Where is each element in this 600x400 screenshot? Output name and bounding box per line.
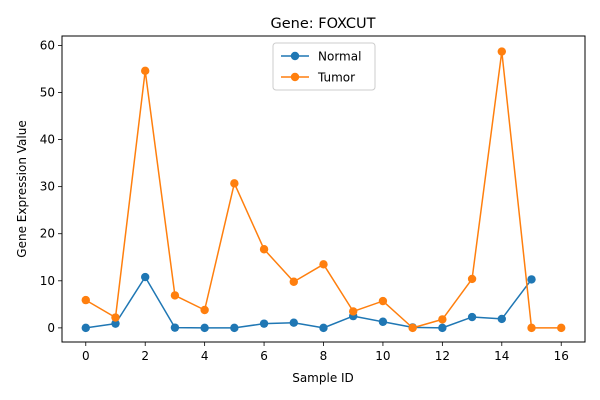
data-point-tumor xyxy=(259,245,269,254)
data-point-tumor xyxy=(438,315,447,324)
data-point-tumor xyxy=(230,179,239,188)
x-axis: 0 2 4 6 8 10 12 14 16 xyxy=(82,342,569,363)
data-point-normal xyxy=(200,323,209,333)
x-tick-label: 2 xyxy=(141,349,149,363)
series-line-tumor xyxy=(85,50,562,329)
data-point-normal xyxy=(289,318,298,327)
series-line-normal xyxy=(85,276,533,329)
data-point-normal xyxy=(467,312,477,322)
data-point-tumor xyxy=(200,305,209,315)
y-axis: 0 10 20 30 40 50 60 xyxy=(40,38,62,335)
y-tick-label: 50 xyxy=(40,85,55,99)
data-point-normal xyxy=(319,323,328,333)
data-point-normal xyxy=(527,275,536,284)
y-tick-label: 10 xyxy=(40,274,55,288)
data-point-normal xyxy=(259,319,269,328)
y-tick-label: 0 xyxy=(47,321,55,335)
y-tick-label: 30 xyxy=(40,180,55,194)
data-point-tumor xyxy=(141,66,150,76)
data-point-normal xyxy=(141,272,150,282)
x-tick-label: 14 xyxy=(494,349,509,363)
y-tick-label: 40 xyxy=(40,133,55,147)
x-axis-title: Sample ID xyxy=(292,371,354,385)
data-point-tumor xyxy=(170,291,180,300)
data-point-normal xyxy=(81,323,90,333)
data-point-normal xyxy=(230,323,239,333)
x-tick-label: 6 xyxy=(260,349,268,363)
data-point-tumor xyxy=(111,313,120,322)
x-tick-label: 12 xyxy=(435,349,450,363)
data-point-tumor xyxy=(319,260,328,269)
data-point-normal xyxy=(170,323,180,332)
data-point-tumor xyxy=(289,277,298,286)
data-point-tumor xyxy=(467,274,477,284)
x-tick-label: 8 xyxy=(320,349,328,363)
x-tick-label: 4 xyxy=(201,349,209,363)
data-point-normal xyxy=(378,317,388,326)
chart-title: Gene: FOXCUT xyxy=(270,16,375,32)
x-tick-label: 10 xyxy=(375,349,390,363)
data-point-tumor xyxy=(378,296,388,306)
y-tick-label: 20 xyxy=(40,227,55,241)
legend-marker-normal xyxy=(290,51,300,61)
x-tick-label: 16 xyxy=(554,349,569,363)
data-point-tumor xyxy=(497,47,506,56)
data-point-normal xyxy=(497,314,506,324)
legend-marker-tumor xyxy=(290,72,300,82)
x-tick-label: 0 xyxy=(82,349,90,363)
data-point-tumor xyxy=(408,323,417,333)
legend-label-normal: Normal xyxy=(318,50,361,64)
data-point-normal xyxy=(438,323,447,333)
data-point-normal xyxy=(111,319,120,328)
plot-area xyxy=(81,47,566,333)
y-tick-label: 60 xyxy=(40,38,55,52)
data-point-tumor xyxy=(557,323,566,333)
data-point-tumor xyxy=(81,295,90,305)
legend-label-tumor: Tumor xyxy=(317,71,355,85)
data-point-tumor xyxy=(527,323,536,333)
data-point-tumor xyxy=(349,307,358,316)
legend: Normal Tumor xyxy=(272,42,376,91)
y-axis-title: Gene Expression Value xyxy=(15,120,29,257)
